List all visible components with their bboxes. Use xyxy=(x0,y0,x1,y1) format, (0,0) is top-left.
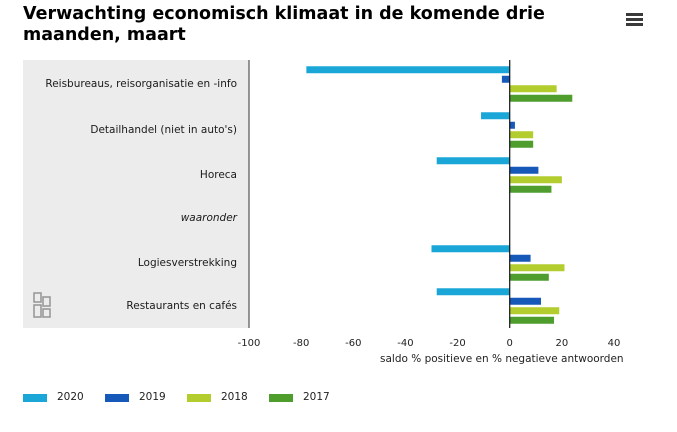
legend-swatch xyxy=(105,394,129,402)
bar-2019-2[interactable] xyxy=(509,166,539,174)
bar-2019-0[interactable] xyxy=(501,75,510,83)
bar-2019-5[interactable] xyxy=(509,297,541,305)
bar-2018-0[interactable] xyxy=(509,85,557,93)
cbs-logo-icon xyxy=(33,292,51,318)
x-tick-label: 40 xyxy=(608,338,621,349)
category-label: Detailhandel (niet in auto's) xyxy=(90,123,237,136)
bar-2017-1[interactable] xyxy=(509,140,534,148)
bar-2017-2[interactable] xyxy=(509,185,552,193)
x-tick-label: -60 xyxy=(345,338,361,349)
legend-swatch xyxy=(187,394,211,402)
x-tick-label: -80 xyxy=(293,338,309,349)
legend-label: 2019 xyxy=(139,391,166,403)
x-tick-label: -100 xyxy=(238,338,261,349)
category-label: Logiesverstrekking xyxy=(137,256,237,269)
legend-label: 2017 xyxy=(303,391,330,403)
bar-2018-5[interactable] xyxy=(509,307,560,315)
bar-2017-0[interactable] xyxy=(509,94,573,102)
x-tick-label: -20 xyxy=(449,338,465,349)
bar-2020-1[interactable] xyxy=(481,112,510,120)
category-label: waaronder xyxy=(180,211,237,224)
legend-swatch xyxy=(269,394,293,402)
bar-2020-4[interactable] xyxy=(431,245,510,253)
x-tick-label: 0 xyxy=(507,338,513,349)
chart-title: Verwachting economisch klimaat in de kom… xyxy=(23,4,545,45)
bar-2020-2[interactable] xyxy=(436,157,510,165)
bar-2019-1[interactable] xyxy=(509,121,515,129)
category-label: Horeca xyxy=(199,168,237,181)
x-axis-label: saldo % positieve en % negatieve antwoor… xyxy=(380,353,624,365)
legend-label: 2020 xyxy=(57,391,84,403)
bar-2018-2[interactable] xyxy=(509,176,562,184)
category-label: Restaurants en cafés xyxy=(126,299,237,312)
bar-2018-4[interactable] xyxy=(509,264,565,272)
bar-2019-4[interactable] xyxy=(509,254,531,262)
legend-swatch xyxy=(23,394,47,402)
bar-2017-5[interactable] xyxy=(509,316,555,324)
legend-label: 2018 xyxy=(221,391,248,403)
category-label: Reisbureaus, reisorganisatie en -info xyxy=(45,77,237,90)
hamburger-menu-icon[interactable] xyxy=(626,12,644,28)
x-tick-label: 20 xyxy=(555,338,568,349)
x-tick-label: -40 xyxy=(397,338,413,349)
bar-2020-5[interactable] xyxy=(436,288,510,296)
bar-2020-0[interactable] xyxy=(306,66,510,74)
bar-2018-1[interactable] xyxy=(509,131,534,139)
category-label-panel xyxy=(23,60,249,328)
bar-2017-4[interactable] xyxy=(509,273,549,281)
